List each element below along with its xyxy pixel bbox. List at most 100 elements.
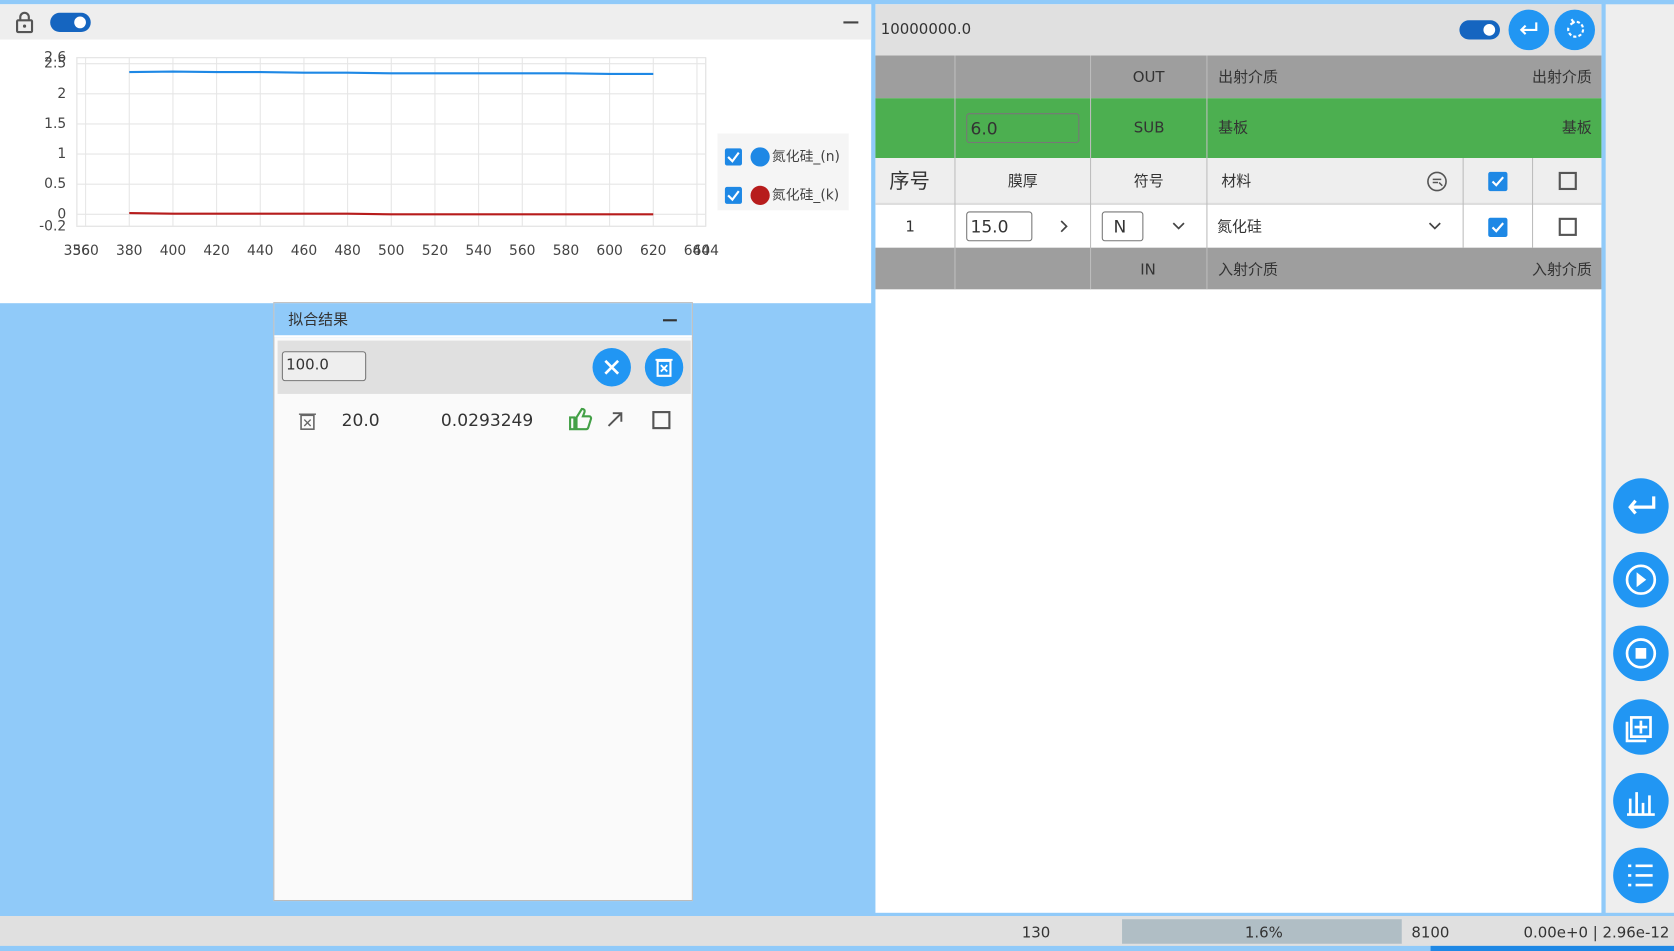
x-tick-label: 380 [116, 243, 142, 259]
legend-checkbox[interactable] [724, 186, 742, 204]
legend-check [727, 152, 740, 163]
dropdown-arrow[interactable] [1171, 219, 1186, 234]
x-tick-label: 460 [291, 243, 317, 259]
x-tick-label: 480 [334, 243, 360, 259]
toggle[interactable] [49, 12, 92, 33]
y-tick-label: 2.6 [44, 50, 66, 66]
minimize-button[interactable] [662, 319, 677, 322]
x-tick-label: 360 [72, 243, 98, 259]
play-button[interactable] [1613, 551, 1669, 608]
row-index: 1 [905, 218, 915, 236]
col-thickness: 膜厚 [1007, 172, 1038, 191]
checkbox[interactable] [1558, 171, 1577, 191]
x-tick-label: 600 [596, 243, 622, 259]
toggle[interactable] [1458, 19, 1501, 40]
in-code: IN [1140, 261, 1156, 279]
col-sep [1532, 158, 1534, 248]
col-index: 序号 [889, 169, 930, 194]
data-line [129, 212, 654, 216]
expand-arrow[interactable] [1057, 218, 1072, 235]
y-tick-label: 1.5 [44, 116, 66, 132]
y-tick-label: 0 [57, 206, 66, 222]
delete-icon[interactable] [298, 410, 317, 431]
checkbox[interactable] [652, 411, 671, 430]
fit-header [274, 303, 692, 338]
sub-code: SUB [1133, 119, 1165, 137]
legend-checkbox[interactable] [724, 148, 742, 166]
x-tick-label: 440 [247, 243, 273, 259]
fit-title: 拟合结果 [288, 311, 349, 329]
y-tick-label: -0.2 [39, 218, 66, 234]
x-tick-label: 400 [160, 243, 186, 259]
side-rail [1605, 4, 1674, 913]
legend-label: 氮化硅_(n) [772, 149, 840, 165]
progress-label: 1.6% [1244, 924, 1283, 942]
bottom-indicator [1430, 945, 1674, 951]
y-tick-label: 2.5 [44, 56, 66, 72]
result-error: 0.0293249 [440, 409, 534, 431]
list-button[interactable] [1613, 847, 1669, 904]
wavelength-input[interactable]: 10000000.0 [880, 21, 972, 39]
status-error: 0.00e+0 | 2.96e-12 [1523, 924, 1670, 942]
in-row [875, 247, 1602, 290]
like-icon[interactable] [567, 407, 593, 433]
close-button[interactable] [591, 347, 632, 388]
x-tick-label: 620 [640, 243, 666, 259]
legend-label: 氮化硅_(k) [772, 187, 839, 203]
x-tick-label: 580 [553, 243, 579, 259]
legend-swatch [750, 147, 770, 167]
checkbox[interactable] [1558, 217, 1577, 236]
material-select[interactable]: 氮化硅 [1217, 218, 1262, 236]
open-icon[interactable] [605, 410, 624, 429]
sub-input[interactable]: 6.0 [966, 113, 1080, 144]
out-row [875, 55, 1602, 99]
fit-input[interactable]: 100.0 [281, 351, 367, 382]
side-buttons [1613, 478, 1669, 904]
fit-panel: 拟合结果 100.0 20.0 0.0293249 [273, 302, 693, 902]
enter-button[interactable] [1507, 9, 1550, 52]
x-tick-label: 356 [64, 243, 90, 259]
y-tick-label: 0.5 [44, 176, 66, 192]
thickness-input[interactable]: 15.0 [966, 211, 1033, 242]
out-code: OUT [1132, 69, 1165, 87]
legend-check [727, 190, 740, 202]
progress-bar [1122, 919, 1402, 944]
in-material: 入射介质 [1218, 261, 1278, 279]
stop-button[interactable] [1613, 625, 1669, 682]
x-tick-label: 644 [692, 243, 719, 259]
panel-header [0, 4, 872, 40]
in-material-right: 入射介质 [1532, 261, 1592, 279]
status-count: 130 [1021, 924, 1051, 942]
col-symbol: 符号 [1133, 172, 1164, 191]
checkbox-checked[interactable] [1488, 171, 1508, 192]
lock-icon[interactable] [13, 11, 36, 34]
x-tick-label: 560 [509, 243, 535, 259]
chart-button[interactable] [1613, 772, 1669, 829]
sub-material-right: 基板 [1561, 119, 1592, 137]
result-thickness: 20.0 [341, 409, 380, 431]
x-tick-label: 420 [203, 243, 229, 259]
checkbox-checked[interactable] [1488, 217, 1508, 238]
chart-panel: -0.2 0 0.5 1 1.5 2 2.5 2.6 356 360 380 400 420 440 460… [0, 4, 872, 304]
status-total: 8100 [1411, 924, 1450, 942]
filter-icon[interactable] [1426, 171, 1447, 192]
layer-panel: 10000000.0 OUT 出射介质 出射介质 6.0 SUB 基板 基板 序… [875, 4, 1602, 913]
x-tick-label: 540 [465, 243, 491, 259]
col-material: 材料 [1221, 172, 1252, 191]
data-line [129, 70, 654, 75]
add-layer-button[interactable] [1613, 699, 1669, 755]
x-tick-label: 520 [422, 243, 448, 259]
x-tick-label: 640 [684, 243, 710, 259]
refresh-button[interactable] [1553, 9, 1596, 52]
x-tick-label: 500 [378, 243, 404, 259]
enter-button[interactable] [1613, 478, 1669, 534]
symbol-select[interactable]: N [1101, 211, 1144, 242]
sub-material: 基板 [1218, 119, 1249, 137]
delete-all-button[interactable] [644, 347, 685, 388]
dropdown-arrow[interactable] [1427, 219, 1442, 234]
minimize-button[interactable] [843, 21, 859, 24]
col-sep [1206, 55, 1208, 290]
